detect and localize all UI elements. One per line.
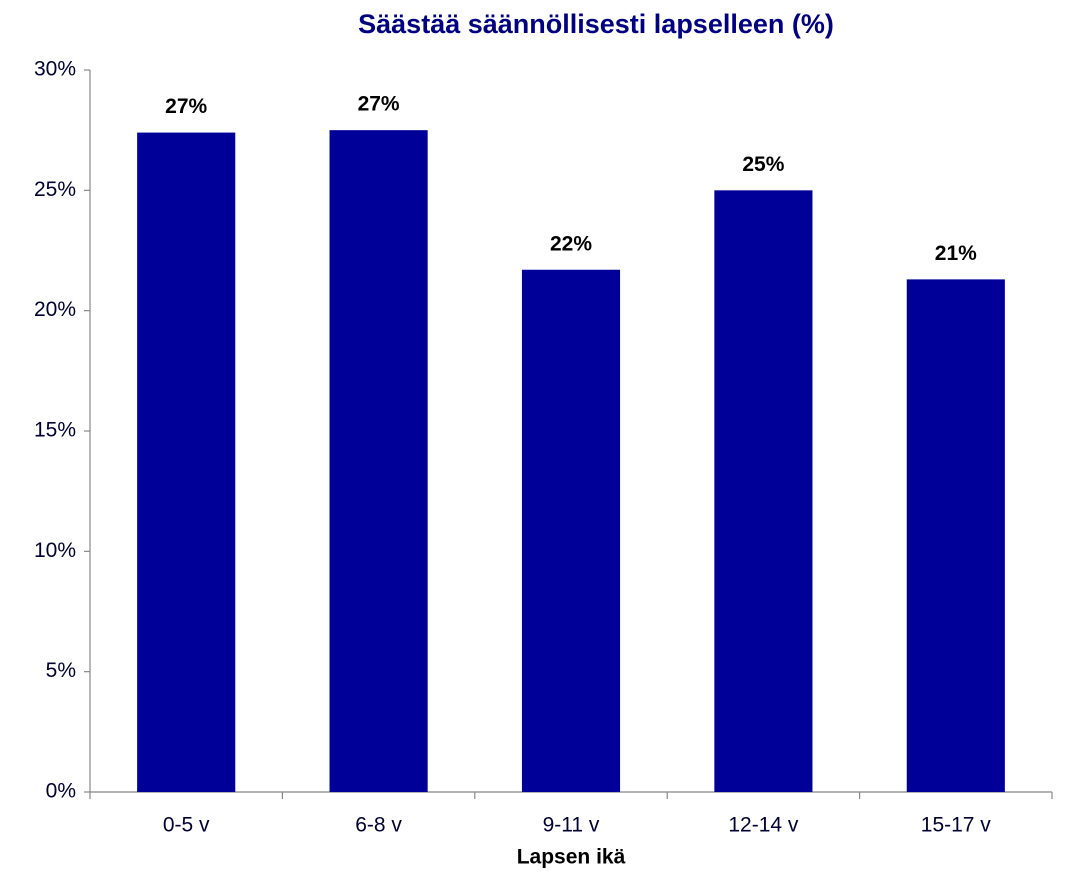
y-tick-label: 20% (34, 298, 76, 321)
value-label: 27% (358, 93, 400, 116)
x-axis-label: Lapsen ikä (517, 846, 626, 869)
chart-title: Säästää säännöllisesti lapselleen (%) (358, 9, 834, 39)
value-label: 27% (165, 95, 207, 118)
y-tick-label: 25% (34, 178, 76, 201)
y-tick-label: 30% (34, 58, 76, 81)
value-label: 25% (742, 153, 784, 176)
x-tick-label: 0-5 v (163, 814, 210, 837)
bar (906, 279, 1005, 792)
x-tick-label: 9-11 v (543, 814, 600, 837)
x-tick-label: 12-14 v (728, 814, 799, 837)
value-label: 21% (935, 242, 977, 265)
x-tick-label: 15-17 v (921, 814, 992, 837)
y-tick-label: 0% (46, 780, 76, 803)
value-label: 22% (550, 232, 592, 255)
bar (329, 130, 428, 792)
x-tick-label: 6-8 v (355, 814, 402, 837)
bar (714, 190, 813, 793)
bar (521, 269, 621, 793)
bar (137, 132, 236, 792)
y-tick-label: 5% (46, 659, 76, 682)
y-tick-label: 15% (34, 419, 76, 442)
y-tick-label: 10% (34, 539, 76, 562)
